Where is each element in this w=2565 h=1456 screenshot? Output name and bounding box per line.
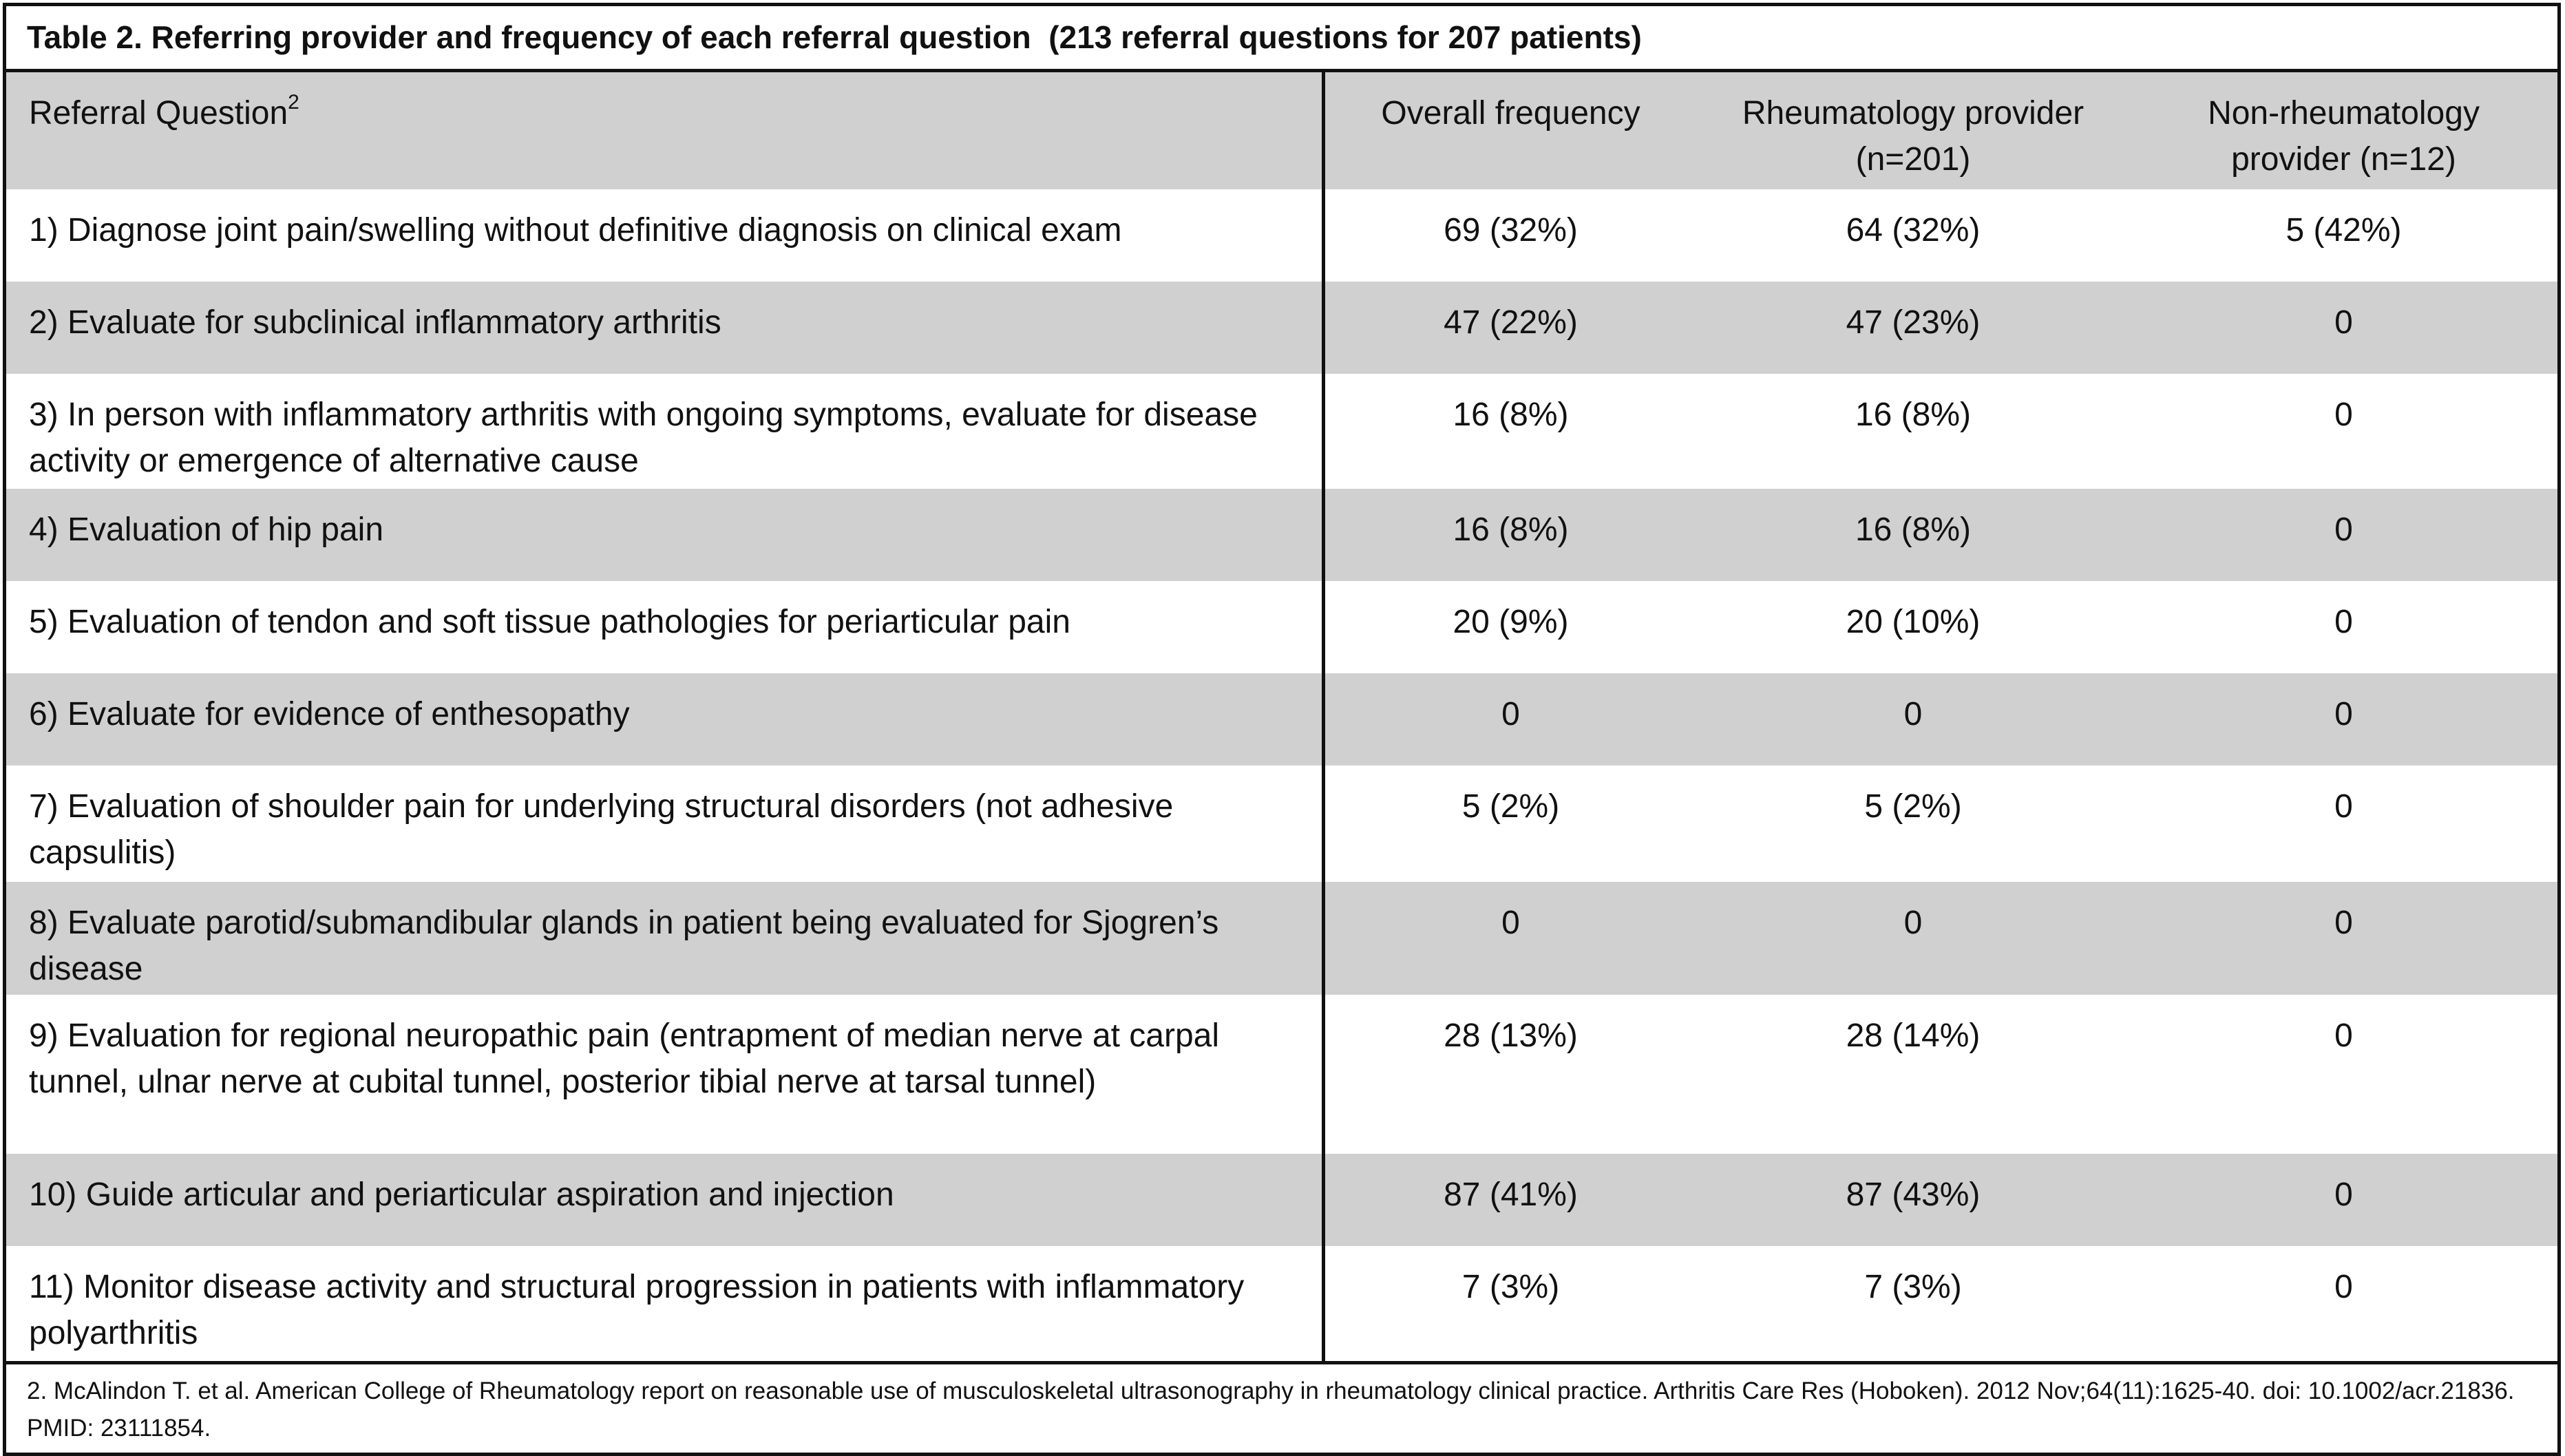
question-cell: 5) Evaluation of tendon and soft tissue …	[6, 581, 1325, 673]
table-row: 3) In person with inflammatory arthritis…	[6, 374, 2557, 489]
header-text: Rheumatology provider (n=201)	[1742, 95, 2084, 178]
table-row: 8) Evaluate parotid/submandibular glands…	[6, 882, 2557, 995]
header-cell: Non-rheumatology provider (n=12)	[2130, 72, 2557, 189]
footnote: 2. McAlindon T. et al. American College …	[6, 1361, 2557, 1453]
count-cell: 0	[1501, 905, 1520, 941]
question-cell: 10) Guide articular and periarticular as…	[6, 1154, 1325, 1246]
table-row: 2) Evaluate for subclinical inflammatory…	[6, 282, 2557, 374]
table-row: 4) Evaluation of hip pain 16 (8%) 16 (8%) 0	[6, 489, 2557, 581]
count-cell: 5 (2%)	[1864, 788, 1962, 825]
header-text: Non-rheumatology provider (n=12)	[2208, 95, 2480, 178]
table-row: 9) Evaluation for regional neuropathic p…	[6, 995, 2557, 1154]
header-text: Overall frequency	[1381, 95, 1640, 131]
question-cell: 8) Evaluate parotid/submandibular glands…	[6, 882, 1325, 995]
footnote-marker: 2	[288, 91, 299, 114]
count-cell: 0	[2334, 696, 2353, 732]
question-cell: 3) In person with inflammatory arthritis…	[6, 374, 1325, 489]
count-cell: 7 (3%)	[1461, 1269, 1560, 1305]
count-cell: 69 (32%)	[1444, 212, 1578, 249]
count-cell: 47 (23%)	[1846, 304, 1981, 341]
count-cell: 20 (10%)	[1846, 604, 1981, 640]
header-text: Referral Question	[29, 95, 288, 131]
count-cell: 0	[2334, 511, 2353, 548]
count-cell: 0	[2334, 788, 2353, 825]
count-cell: 0	[2334, 1017, 2353, 1054]
count-cell: 0	[1903, 696, 1923, 732]
header-row: Referral Question2 Overall frequency Rheum…	[6, 72, 2557, 189]
table-row: 11) Monitor disease activity and structu…	[6, 1246, 2557, 1361]
count-cell: 87 (41%)	[1444, 1177, 1578, 1213]
table-row: 5) Evaluation of tendon and soft tissue …	[6, 581, 2557, 673]
table-row: 6) Evaluate for evidence of enthesopathy…	[6, 673, 2557, 766]
count-cell: 0	[2334, 304, 2353, 341]
count-cell: 5 (2%)	[1461, 788, 1560, 825]
count-cell: 0	[1501, 696, 1520, 732]
count-cell: 64 (32%)	[1846, 212, 1981, 249]
header-cell: Referral Question2	[6, 72, 1325, 189]
question-cell: 4) Evaluation of hip pain	[6, 489, 1325, 581]
header-cell: Rheumatology provider (n=201)	[1696, 72, 2130, 189]
table-title: Table 2. Referring provider and frequenc…	[6, 6, 2557, 72]
header-cell: Overall frequency	[1325, 72, 1696, 189]
question-cell: 9) Evaluation for regional neuropathic p…	[6, 995, 1325, 1154]
table-row: 10) Guide articular and periarticular as…	[6, 1154, 2557, 1246]
question-cell: 1) Diagnose joint pain/swelling without …	[6, 189, 1325, 282]
count-cell: 16 (8%)	[1855, 511, 1972, 548]
count-cell: 7 (3%)	[1864, 1269, 1962, 1305]
count-cell: 16 (8%)	[1453, 397, 1569, 433]
count-cell: 0	[1903, 905, 1923, 941]
question-cell: 7) Evaluation of shoulder pain for under…	[6, 766, 1325, 882]
count-cell: 28 (14%)	[1846, 1017, 1981, 1054]
count-cell: 16 (8%)	[1855, 397, 1972, 433]
count-cell: 5 (42%)	[2286, 212, 2402, 249]
count-cell: 0	[2334, 905, 2353, 941]
table-body: 1) Diagnose joint pain/swelling without …	[6, 189, 2557, 1361]
count-cell: 20 (9%)	[1453, 604, 1569, 640]
count-cell: 28 (13%)	[1444, 1017, 1578, 1054]
table: Table 2. Referring provider and frequenc…	[3, 3, 2561, 1456]
count-cell: 16 (8%)	[1453, 511, 1569, 548]
count-cell: 0	[2334, 1269, 2353, 1305]
question-cell: 11) Monitor disease activity and structu…	[6, 1246, 1325, 1361]
count-cell: 0	[2334, 1177, 2353, 1213]
table-row: 1) Diagnose joint pain/swelling without …	[6, 189, 2557, 282]
count-cell: 0	[2334, 604, 2353, 640]
question-cell: 6) Evaluate for evidence of enthesopathy	[6, 673, 1325, 766]
count-cell: 0	[2334, 397, 2353, 433]
table-row: 7) Evaluation of shoulder pain for under…	[6, 766, 2557, 882]
question-cell: 2) Evaluate for subclinical inflammatory…	[6, 282, 1325, 374]
count-cell: 47 (22%)	[1444, 304, 1578, 341]
count-cell: 87 (43%)	[1846, 1177, 1981, 1213]
